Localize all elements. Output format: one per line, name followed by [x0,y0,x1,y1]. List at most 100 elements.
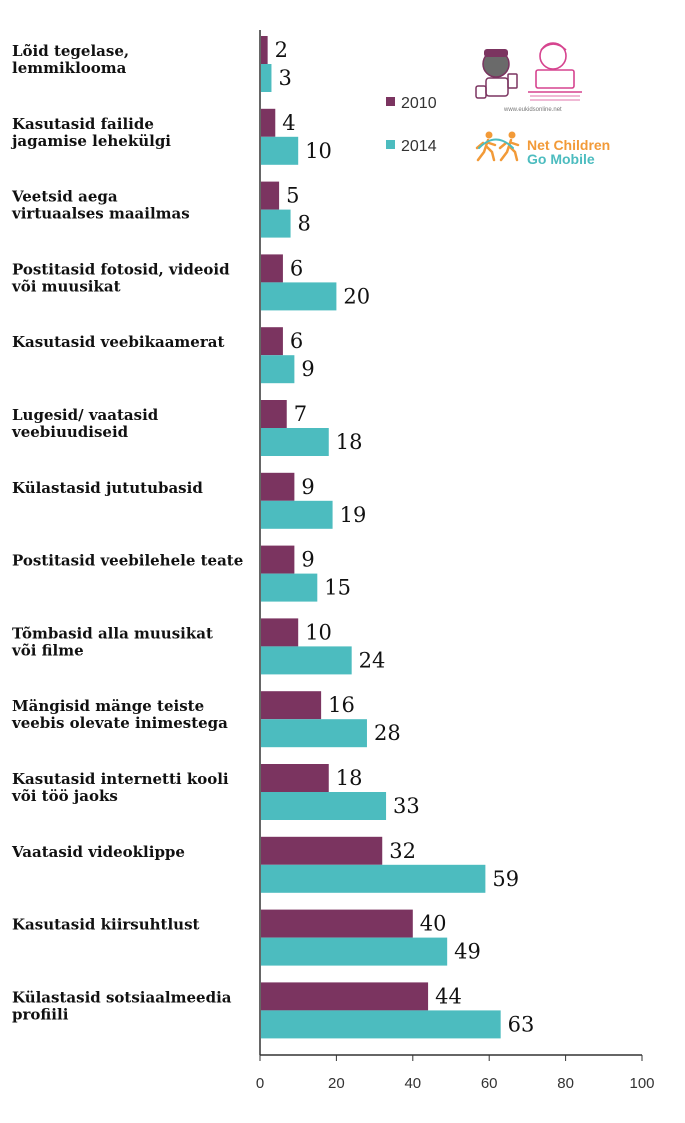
category-label: Vaatasid videoklippe [11,843,185,861]
category-label: Postitasid fotosid, videoid [12,260,230,278]
net-children-go-mobile-logo: Net Children Go Mobile [475,131,610,167]
bar-2010 [261,618,299,647]
category-labels: Lõid tegelase,lemmiklooma Kasutasid faili… [10,42,243,1023]
logo-brand-line-1: Net Children [527,137,610,153]
bar-2014 [261,209,291,238]
bar-2010 [261,108,276,137]
legend: 2010 2014 [386,95,437,155]
data-label-2014: 28 [374,721,401,745]
bar-2010 [261,982,429,1011]
bar-2014 [261,646,352,675]
category-label: veebiuudiseid [11,423,129,441]
logo-brand-line-2: Go Mobile [527,151,595,167]
bar-2014 [261,500,333,529]
data-label-2014: 10 [305,139,332,163]
data-label-2014: 18 [336,430,363,454]
category-label: Külastasid sotsiaalmeedia [12,988,232,1006]
data-label-2014: 20 [343,284,370,308]
data-label-2010: 32 [389,839,416,863]
data-label-2014: 9 [301,357,314,381]
x-tick-label: 100 [629,1075,654,1092]
data-label-2010: 40 [420,912,447,936]
logo-url-text: www.eukidsonline.net [503,107,562,113]
bar-2010 [261,691,322,720]
data-label-2014: 63 [508,1012,535,1036]
bar-2010 [261,545,295,574]
category-label: Lugesid/ vaatasid [12,406,159,424]
category-label: Kasutasid kiirsuhtlust [12,916,200,934]
category-label: Kasutasid internetti kooli [12,770,229,788]
data-label-2014: 24 [359,648,386,672]
category-label: Kasutasid failide [12,115,154,133]
legend-label-2010: 2010 [401,95,437,112]
data-label-2010: 7 [294,402,307,426]
bar-2010 [261,327,283,356]
data-label-2014: 19 [340,503,367,527]
legend-swatch-2014 [386,140,395,149]
eu-kids-online-logo: www.eukidsonline.net [475,42,582,113]
bar-2010 [261,181,280,210]
boy-figure-icon [475,49,518,99]
bar-2010 [261,472,295,501]
category-label: või töö jaoks [11,787,118,805]
data-label-2010: 16 [328,693,355,717]
category-label: virtuaalses maailmas [11,205,190,223]
bar-2014 [261,1010,501,1039]
category-label: Veetsid aega [11,188,118,206]
x-tick-label: 40 [404,1075,421,1092]
bar-2010 [261,764,329,792]
girl-figure-icon [528,42,582,101]
bar-2014 [261,573,318,602]
data-label-2010: 4 [282,111,295,135]
data-label-2010: 44 [435,984,462,1008]
bar-2014 [261,355,295,384]
data-label-2014: 59 [492,867,519,891]
category-label: lemmiklooma [12,59,127,77]
x-tick-label: 80 [557,1075,574,1092]
bar-2010 [261,836,383,865]
data-label-2010: 5 [286,184,299,208]
bar-2014 [261,64,272,92]
category-label: veebis olevate inimestega [11,714,228,732]
bar-2014 [261,792,387,820]
category-label: Lõid tegelase, [12,42,129,60]
category-label: Postitasid veebilehele teate [12,552,243,570]
category-label: Kasutasid veebikaamerat [12,333,224,351]
data-label-2014: 3 [278,66,291,90]
bar-2014 [261,937,448,966]
bar-2014 [261,864,486,893]
category-label: või filme [11,641,84,659]
bar-2014 [261,282,337,311]
data-label-2010: 6 [290,256,303,280]
data-label-2014: 49 [454,940,481,964]
data-label-2010: 2 [275,38,288,62]
bar-2010 [261,400,287,428]
category-label: profiili [12,1005,69,1023]
category-label: Tõmbasid alla muusikat [12,624,213,642]
category-label: või muusikat [11,277,121,295]
data-label-2014: 8 [298,212,311,236]
x-tick-label: 20 [328,1075,345,1092]
data-label-2010: 9 [301,475,314,499]
bar-2014 [261,136,299,165]
bars: 2341058620697189199151024162818333259404… [261,36,535,1039]
x-axis-ticks: 0 20 40 60 80 100 [256,1055,655,1092]
x-tick-label: 0 [256,1075,264,1092]
bar-2010 [261,254,283,283]
data-label-2010: 9 [301,548,314,572]
bar-2014 [261,428,329,456]
data-label-2014: 15 [324,576,351,600]
bar-2010 [261,36,268,64]
x-tick-label: 60 [481,1075,498,1092]
legend-label-2014: 2014 [401,138,437,155]
category-label: Mängisid mänge teiste [12,697,204,715]
bar-2014 [261,719,367,748]
data-label-2014: 33 [393,794,420,818]
data-label-2010: 10 [305,620,332,644]
category-label: jagamise lehekülgi [10,132,171,150]
data-label-2010: 6 [290,329,303,353]
data-label-2010: 18 [336,766,363,790]
running-children-icon [475,131,520,162]
